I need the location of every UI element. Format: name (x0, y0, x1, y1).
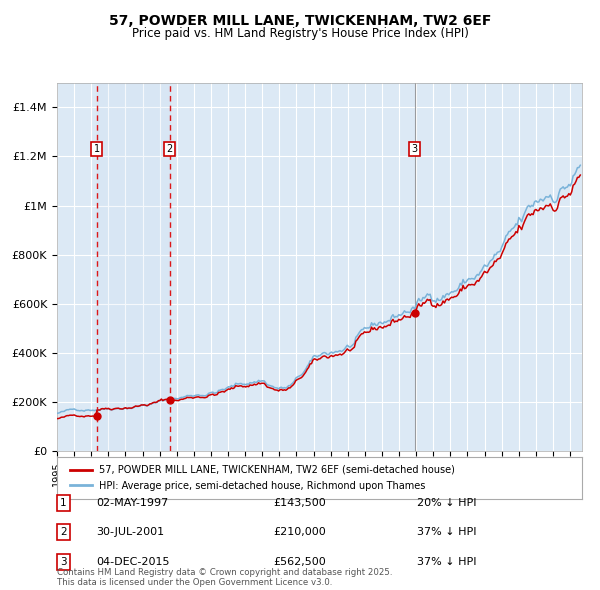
Text: Contains HM Land Registry data © Crown copyright and database right 2025.
This d: Contains HM Land Registry data © Crown c… (57, 568, 392, 587)
Text: Price paid vs. HM Land Registry's House Price Index (HPI): Price paid vs. HM Land Registry's House … (131, 27, 469, 40)
Text: 3: 3 (60, 557, 67, 566)
Text: 37% ↓ HPI: 37% ↓ HPI (417, 557, 476, 566)
Text: 1: 1 (94, 144, 100, 154)
Bar (97, 83, 170, 451)
Text: 04-DEC-2015: 04-DEC-2015 (96, 557, 170, 566)
Text: 02-MAY-1997: 02-MAY-1997 (96, 498, 168, 507)
Legend: 57, POWDER MILL LANE, TWICKENHAM, TW2 6EF (semi-detached house), HPI: Average pr: 57, POWDER MILL LANE, TWICKENHAM, TW2 6E… (64, 459, 461, 497)
Text: 57, POWDER MILL LANE, TWICKENHAM, TW2 6EF: 57, POWDER MILL LANE, TWICKENHAM, TW2 6E… (109, 14, 491, 28)
Text: 1: 1 (60, 498, 67, 507)
Text: £143,500: £143,500 (273, 498, 326, 507)
Text: 20% ↓ HPI: 20% ↓ HPI (417, 498, 476, 507)
Text: 37% ↓ HPI: 37% ↓ HPI (417, 527, 476, 537)
Text: 2: 2 (166, 144, 173, 154)
Text: £562,500: £562,500 (273, 557, 326, 566)
Text: 30-JUL-2001: 30-JUL-2001 (96, 527, 164, 537)
Text: £210,000: £210,000 (273, 527, 326, 537)
Text: 3: 3 (412, 144, 418, 154)
Text: 2: 2 (60, 527, 67, 537)
